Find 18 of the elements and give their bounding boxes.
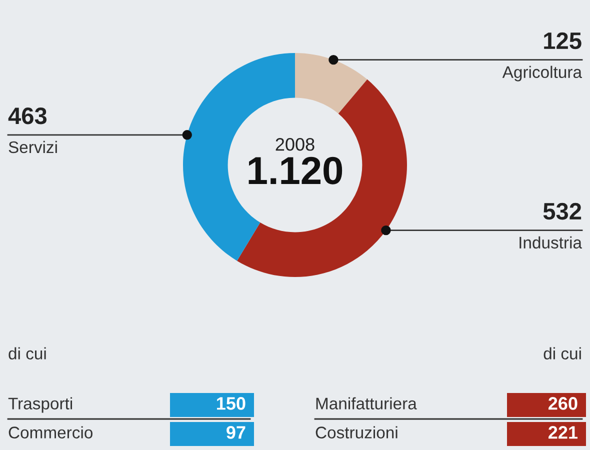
slice-label: Industria — [520, 236, 582, 249]
text: 2008 — [276, 138, 314, 151]
text: 260 — [548, 397, 578, 410]
data-label: 532 — [543, 202, 582, 220]
data-label: 463 — [8, 108, 47, 124]
text: Trasporti — [8, 397, 72, 413]
slice-label: Servizi — [8, 140, 57, 154]
text: di cui — [544, 347, 581, 360]
text: Manifatturiera — [316, 397, 417, 410]
text: Commercio — [8, 426, 92, 438]
slice-label: Agricoltura — [502, 66, 582, 82]
data-label: 125 — [544, 32, 582, 50]
text: 150 — [217, 397, 246, 410]
text: Costruzioni — [316, 426, 398, 438]
text: 97 — [226, 426, 246, 439]
text: di cui — [8, 347, 46, 360]
text: 221 — [548, 426, 578, 439]
text: 1.120 — [248, 156, 342, 184]
